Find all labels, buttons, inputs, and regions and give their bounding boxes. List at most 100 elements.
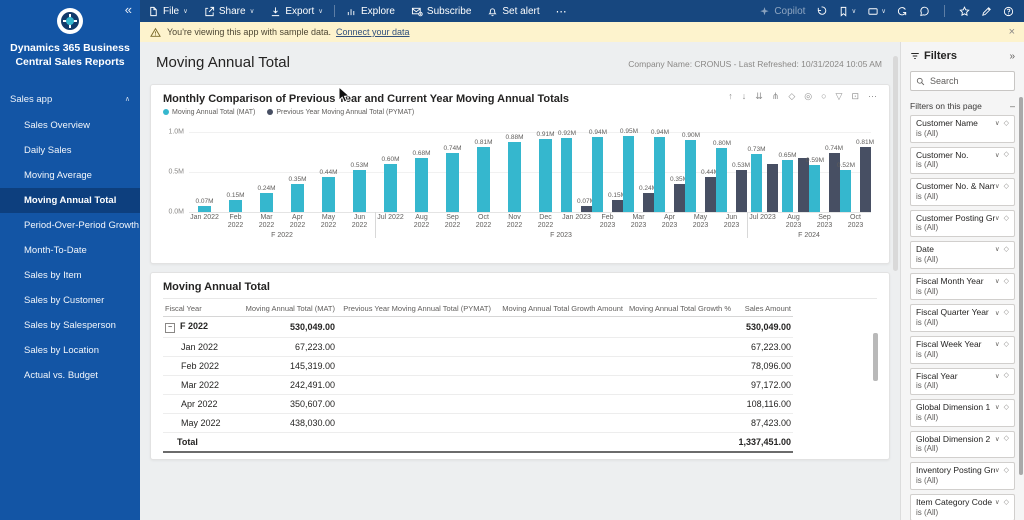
mat-bar[interactable] (716, 148, 728, 212)
mat-bar[interactable] (592, 136, 604, 212)
chevron-down-icon[interactable]: ∨ (994, 277, 1000, 285)
mat-bar[interactable] (445, 152, 459, 212)
collapse-nav-icon[interactable]: « (124, 2, 132, 17)
filters-scrollbar[interactable] (1019, 97, 1023, 475)
drill-up-icon[interactable]: ↑ (728, 91, 733, 101)
pymat-bar[interactable] (642, 192, 654, 212)
chart-month-slot[interactable]: 0.92M 0.07M (558, 124, 595, 212)
connect-your-data-link[interactable]: Connect your data (335, 27, 410, 37)
filter-card-fiscal-year[interactable]: Fiscal Year ∨ ◇ is (All) (910, 367, 1015, 396)
explore-menu-button[interactable]: Explore (338, 0, 403, 22)
filter-card-global-dimension-1[interactable]: Global Dimension 1 ∨ ◇ is (All) (910, 399, 1015, 427)
edit-button[interactable] (981, 6, 992, 17)
filter-card-fiscal-quarter-year[interactable]: Fiscal Quarter Year ∨ ◇ is (All) (910, 304, 1015, 332)
clear-filter-icon[interactable]: ◇ (1003, 246, 1009, 254)
sidebar-section-sales-app[interactable]: Sales app ∧ (0, 89, 140, 109)
more-options-button[interactable]: ⋯ (555, 5, 568, 18)
chevron-down-icon[interactable]: ∨ (994, 120, 1000, 128)
chart-month-slot[interactable]: 0.95M 0.24M (620, 124, 657, 212)
mat-bar[interactable] (476, 147, 490, 212)
mat-bar[interactable] (228, 200, 242, 212)
drill-mode-icon[interactable]: ⋔ (771, 91, 780, 101)
mat-bar[interactable] (623, 136, 635, 212)
filter-funnel-icon[interactable]: ▽ (835, 91, 843, 101)
star-button[interactable] (959, 5, 970, 17)
clear-filter-icon[interactable]: ◇ (1003, 498, 1009, 506)
chart-month-slot[interactable]: 0.74M (437, 124, 468, 212)
filter-card-item-category-code[interactable]: Item Category Code ∨ ◇ is (All) (910, 493, 1015, 520)
sidebar-item-month-to-date[interactable]: Month-To-Date (24, 245, 87, 257)
pymat-bar[interactable] (704, 176, 716, 212)
clear-filter-icon[interactable]: ◇ (1003, 403, 1009, 411)
chevron-down-icon[interactable]: ∨ (994, 467, 1000, 475)
collapse-filters-icon[interactable]: » (1009, 50, 1015, 62)
mat-bar[interactable] (383, 164, 397, 212)
mat-bar[interactable] (321, 176, 335, 212)
mat-bar[interactable] (561, 138, 573, 212)
sidebar-item-sales-by-item[interactable]: Sales by Item (24, 270, 82, 282)
sidebar-item-moving-average[interactable]: Moving Average (24, 170, 92, 182)
mat-bar[interactable] (259, 192, 273, 212)
export-menu-button[interactable]: Export ∨ (262, 0, 331, 22)
filter-card-inventory-posting-gro[interactable]: Inventory Posting Gro...∨◇ is (All) (910, 462, 1015, 490)
banner-close-icon[interactable]: × (1008, 26, 1015, 38)
help-button[interactable] (1003, 6, 1014, 17)
chevron-down-icon[interactable]: ∨ (994, 183, 1000, 191)
refresh-button[interactable] (897, 6, 908, 17)
column-header[interactable]: Moving Annual Total (MAT) (225, 300, 337, 317)
share-menu-button[interactable]: Share ∨ (196, 0, 262, 22)
pymat-bar[interactable] (859, 147, 871, 212)
pymat-bar[interactable] (766, 164, 778, 212)
clear-filter-icon[interactable]: ◇ (1003, 182, 1009, 190)
chevron-down-icon[interactable]: ∨ (994, 435, 1000, 443)
clear-filter-icon[interactable]: ◇ (1003, 372, 1009, 380)
chart-month-slot[interactable]: 0.91M (530, 124, 561, 212)
undo-button[interactable] (816, 6, 827, 17)
pymat-bar[interactable] (673, 184, 685, 212)
mat-bar[interactable] (809, 164, 821, 212)
pymat-bar[interactable] (735, 169, 747, 212)
chart-month-slot[interactable]: 0.65M (778, 124, 809, 212)
bookmark-button[interactable]: ∨ (838, 6, 856, 17)
filter-card-customer-name[interactable]: Customer Name ∨ ◇ is (All) (910, 115, 1015, 143)
comment-icon[interactable]: ○ (821, 91, 827, 101)
chart-month-slot[interactable]: 0.88M (499, 124, 530, 212)
mat-bar[interactable] (654, 136, 666, 212)
filter-card-fiscal-week-year[interactable]: Fiscal Week Year ∨ ◇ is (All) (910, 335, 1015, 364)
filter-card-global-dimension-2[interactable]: Global Dimension 2 ∨ ◇ is (All) (910, 430, 1015, 459)
sidebar-item-sales-by-location[interactable]: Sales by Location (24, 345, 99, 357)
column-header[interactable]: Previous Year Moving Annual Total (PYMAT… (337, 300, 493, 317)
sidebar-item-sales-overview[interactable]: Sales Overview (24, 120, 90, 132)
mat-bar[interactable] (352, 169, 366, 212)
mat-bar[interactable] (750, 153, 762, 212)
chart-month-slot[interactable]: 0.68M (406, 124, 437, 212)
sidebar-item-actual-vs-budget[interactable]: Actual vs. Budget (24, 370, 98, 382)
chart-month-slot[interactable]: 0.53M (344, 124, 375, 212)
mat-bar[interactable] (538, 139, 552, 212)
set-alert-menu-button[interactable]: Set alert (479, 0, 547, 22)
chevron-down-icon[interactable]: ∨ (994, 498, 1000, 506)
mat-bar[interactable] (290, 184, 304, 212)
chevron-down-icon[interactable]: ∨ (994, 151, 1000, 159)
chevron-down-icon[interactable]: ∨ (994, 341, 1000, 349)
clear-filter-icon[interactable]: ◇ (1003, 467, 1009, 475)
table-scrollbar[interactable] (873, 333, 878, 381)
focus-mode-icon[interactable]: ⊡ (851, 91, 859, 101)
filter-card-customer-posting-gro[interactable]: Customer Posting Gro...∨◇ is (All) (910, 209, 1015, 238)
minimize-section-icon[interactable]: – (1009, 101, 1015, 111)
chart-month-slot[interactable]: 0.94M 0.15M (589, 124, 626, 212)
sidebar-item-sales-by-salesperson[interactable]: Sales by Salesperson (24, 320, 116, 332)
filter-card-customer-no[interactable]: Customer No. ∨ ◇ is (All) (910, 146, 1015, 175)
clear-filter-icon[interactable]: ◇ (1003, 435, 1009, 443)
clear-filter-icon[interactable]: ◇ (1003, 119, 1009, 127)
clear-filter-icon[interactable]: ◇ (1003, 151, 1009, 159)
chart-month-slot[interactable]: 0.52M 0.81M (837, 124, 874, 212)
clear-filter-icon[interactable]: ◇ (1003, 214, 1009, 222)
pin-icon[interactable]: ◇ (788, 91, 796, 101)
sidebar-item-sales-by-customer[interactable]: Sales by Customer (24, 295, 105, 307)
comment-button[interactable] (919, 6, 930, 17)
pymat-bar[interactable] (828, 152, 840, 212)
chart-month-slot[interactable]: 0.94M 0.35M (651, 124, 688, 212)
collapse-row-icon[interactable]: − (165, 323, 175, 333)
sidebar-item-period-over-period-growth[interactable]: Period-Over-Period Growth (24, 220, 140, 232)
